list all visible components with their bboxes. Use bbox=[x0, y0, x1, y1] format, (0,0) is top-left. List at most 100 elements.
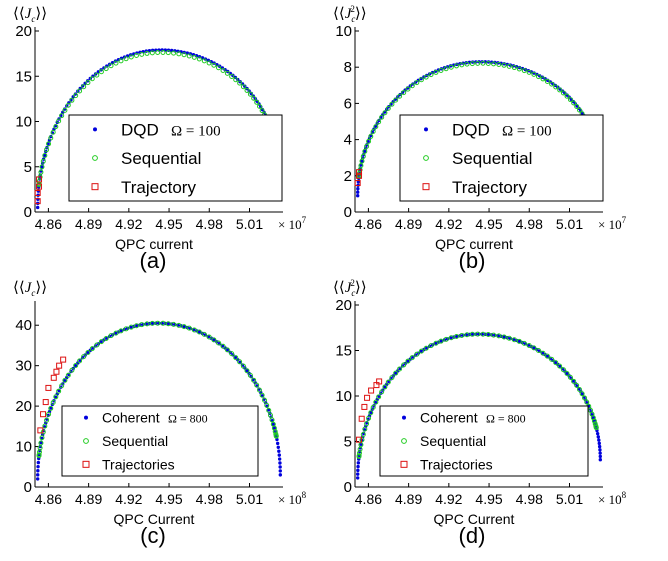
sequential-point bbox=[48, 405, 54, 411]
sequential-point bbox=[201, 58, 207, 64]
coherent-point bbox=[277, 449, 281, 453]
sequential-point bbox=[358, 163, 364, 169]
y-tick-label: 10 bbox=[335, 388, 352, 405]
sequential-point bbox=[36, 452, 42, 458]
x-multiplier-label: × 107 bbox=[278, 215, 307, 232]
sequential-point bbox=[418, 348, 424, 354]
sequential-point bbox=[584, 399, 590, 405]
x-tick-label: 4.89 bbox=[75, 491, 102, 507]
sequential-point bbox=[53, 394, 59, 400]
sequential-point bbox=[448, 64, 454, 70]
sequential-point bbox=[531, 71, 537, 77]
sequential-point bbox=[85, 80, 91, 86]
sequential-point bbox=[254, 382, 260, 388]
trajectory-point bbox=[358, 415, 365, 422]
coherent-point bbox=[138, 50, 142, 55]
legend-marker-trajectory bbox=[422, 183, 430, 191]
sequential-point bbox=[56, 388, 62, 394]
sequential-point bbox=[50, 129, 56, 135]
sequential-point bbox=[273, 433, 279, 439]
x-tick-label: 4.89 bbox=[75, 216, 102, 232]
legend-box bbox=[399, 114, 604, 202]
coherent-point bbox=[393, 371, 398, 376]
sequential-point bbox=[269, 417, 275, 423]
chart-panel-c: 0 10 20 30 40 4.86 4.89 4.92 4.95 4.98 5.01 × 108 QP… bbox=[13, 280, 307, 548]
sequential-point bbox=[368, 410, 374, 416]
x-tick-label: 4.98 bbox=[516, 216, 543, 232]
sequential-point bbox=[155, 320, 161, 326]
sequential-point bbox=[553, 360, 559, 366]
coherent-point bbox=[277, 453, 281, 457]
y-tick-label: 0 bbox=[344, 479, 352, 496]
coherent-point bbox=[278, 469, 282, 473]
sequential-point bbox=[165, 321, 171, 327]
trajectory-point bbox=[60, 356, 67, 363]
sequential-point bbox=[89, 76, 95, 82]
sequential-point bbox=[536, 347, 542, 353]
sequential-point bbox=[393, 370, 399, 376]
sequential-point bbox=[144, 321, 150, 327]
panel-label: (a) bbox=[140, 248, 167, 273]
x-axis-label: QPC current bbox=[435, 236, 513, 252]
coherent-point bbox=[597, 441, 601, 446]
x-tick-label: 4.98 bbox=[196, 491, 223, 507]
sequential-point bbox=[229, 73, 235, 79]
y-axis-label: ⟨⟨Jc2⟩⟩ bbox=[333, 4, 367, 24]
coherent-point bbox=[362, 149, 367, 154]
coherent-point bbox=[277, 457, 282, 461]
coherent-point bbox=[197, 330, 202, 334]
y-tick-label: 4 bbox=[344, 132, 352, 149]
sequential-point bbox=[89, 346, 95, 352]
sequential-point bbox=[362, 148, 368, 154]
sequential-point bbox=[448, 335, 454, 341]
coherent-point bbox=[35, 477, 40, 481]
coherent-point bbox=[596, 435, 600, 439]
sequential-point bbox=[123, 326, 129, 332]
series-trajectory bbox=[356, 378, 383, 443]
sequential-point bbox=[59, 383, 65, 389]
sequential-point bbox=[65, 372, 71, 378]
coherent-point bbox=[369, 410, 373, 415]
coherent-point bbox=[565, 371, 569, 376]
coherent-point bbox=[455, 334, 459, 339]
sequential-point bbox=[366, 138, 372, 144]
sequential-point bbox=[516, 66, 522, 72]
sequential-point bbox=[459, 332, 465, 338]
x-tick-label: 4.98 bbox=[516, 491, 543, 507]
sequential-point bbox=[443, 66, 449, 72]
sequential-point bbox=[247, 372, 253, 378]
coherent-point bbox=[49, 406, 53, 410]
trajectory-point bbox=[368, 387, 375, 394]
coherent-point bbox=[489, 60, 494, 64]
sequential-point bbox=[531, 345, 537, 351]
coherent-point bbox=[356, 190, 360, 194]
coherent-point bbox=[85, 350, 90, 355]
coherent-point bbox=[36, 469, 40, 473]
x-tick-label: 4.98 bbox=[196, 216, 223, 232]
sequential-point bbox=[171, 50, 177, 56]
sequential-point bbox=[133, 323, 139, 329]
sequential-point bbox=[62, 377, 68, 383]
legend-entry-label: Trajectories bbox=[102, 456, 175, 472]
sequential-point bbox=[220, 343, 226, 349]
legend-marker-coherent bbox=[93, 127, 97, 132]
y-tick-label: 0 bbox=[24, 204, 32, 221]
coherent-point bbox=[597, 444, 602, 449]
coherent-point bbox=[355, 476, 360, 480]
sequential-point bbox=[379, 389, 385, 395]
coherent-point bbox=[150, 321, 155, 326]
coherent-point bbox=[356, 461, 361, 465]
sequential-point bbox=[453, 333, 459, 339]
sequential-point bbox=[433, 69, 439, 75]
sequential-point bbox=[56, 118, 62, 124]
sequential-point bbox=[103, 66, 109, 72]
legend-entry-label: Coherent bbox=[102, 410, 160, 426]
sequential-point bbox=[149, 320, 155, 326]
chart-panel-d: 0 5 10 15 20 4.86 4.89 4.92 4.95 4.98 5.01 × 108 QPC… bbox=[333, 278, 627, 548]
sequential-point bbox=[433, 340, 439, 346]
trajectory-point bbox=[40, 411, 47, 418]
legend-entry-math: Ω = 100 bbox=[171, 123, 221, 139]
sequential-point bbox=[376, 119, 382, 125]
x-tick-label: 5.01 bbox=[556, 491, 583, 507]
y-axis-label: ⟨⟨Jc2⟩⟩ bbox=[333, 278, 367, 298]
